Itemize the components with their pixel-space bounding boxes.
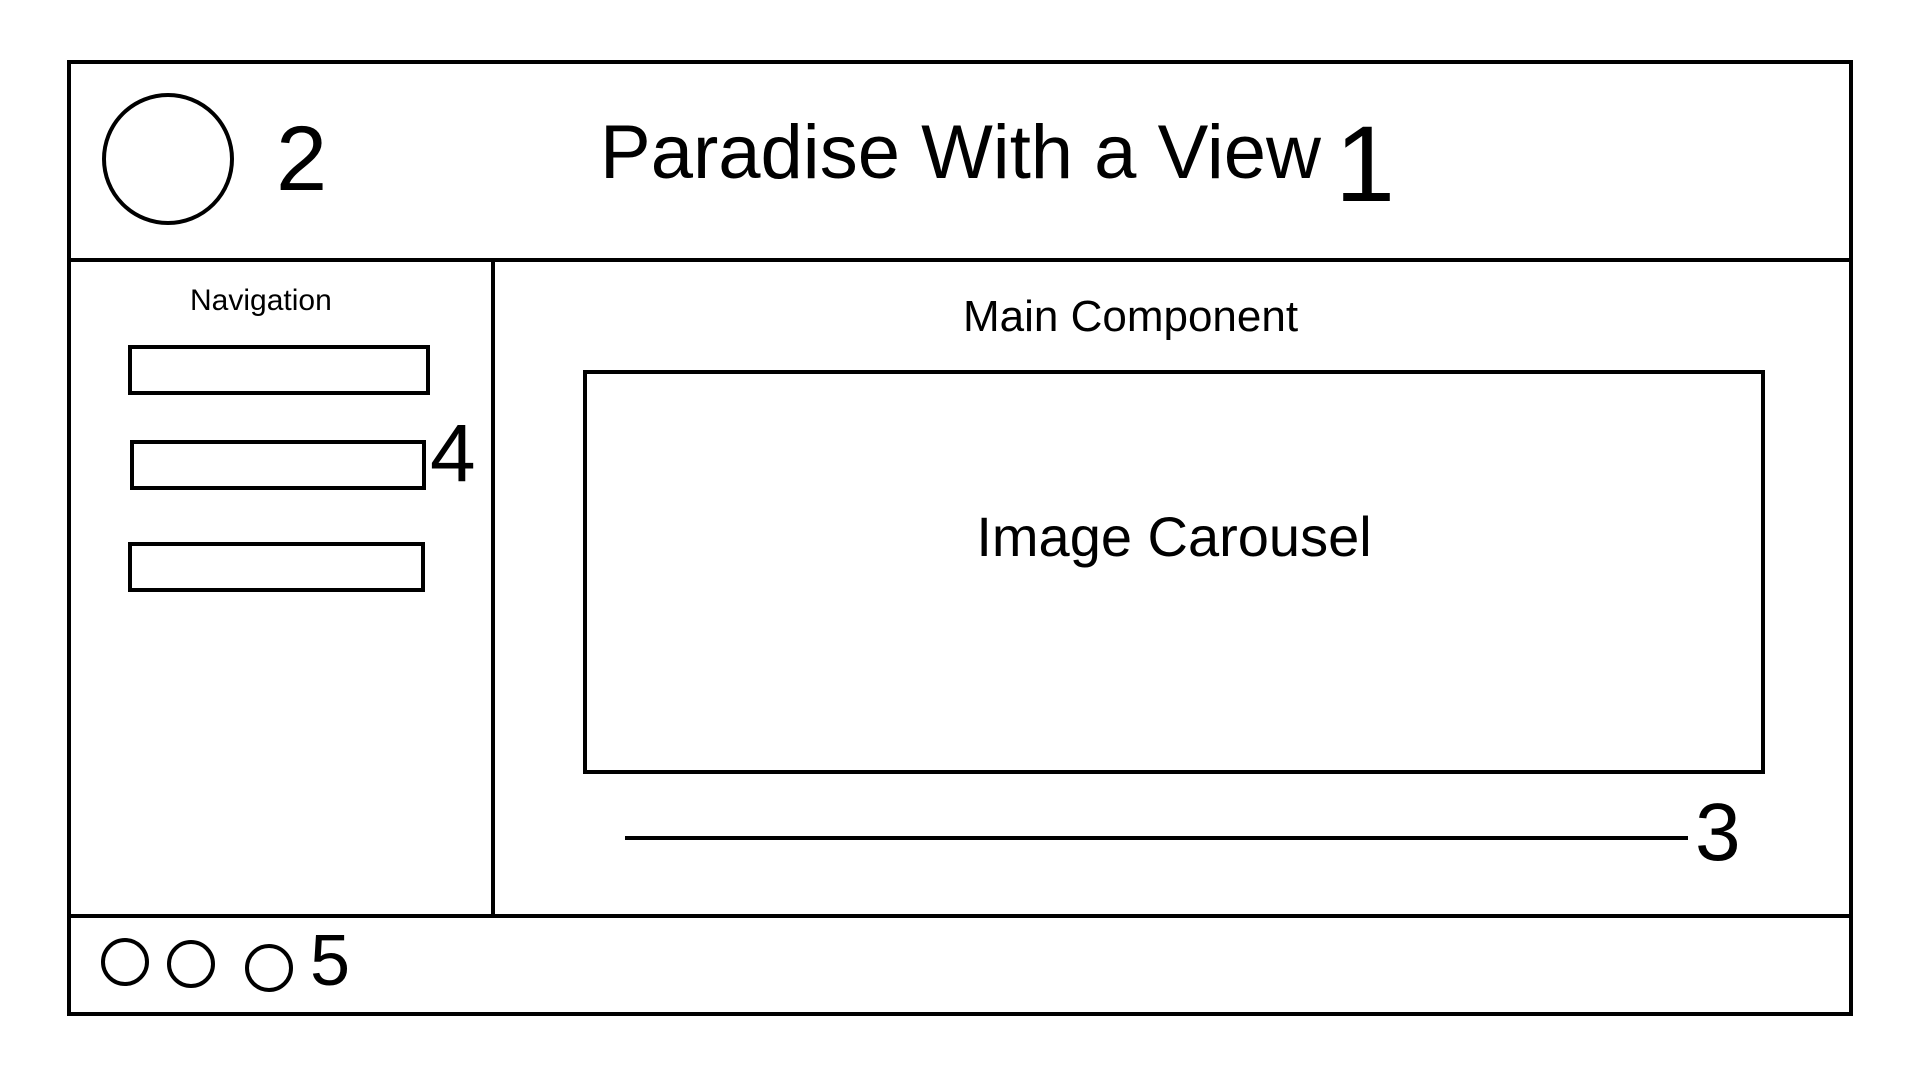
carousel-indicator-line[interactable] (625, 836, 1688, 840)
indicator-marker-label: 3 (1695, 787, 1741, 878)
page-title: Paradise With a View (600, 110, 1321, 195)
logo-marker-label: 2 (276, 108, 328, 210)
image-carousel[interactable]: Image Carousel (583, 370, 1765, 774)
footer-marker-label: 5 (310, 921, 351, 1001)
sidebar-divider (491, 258, 495, 918)
navigation-marker-label: 4 (430, 408, 476, 499)
main-component-heading: Main Component (963, 292, 1299, 341)
header-divider (67, 258, 1853, 262)
nav-item-2[interactable] (130, 440, 426, 490)
navigation-heading: Navigation (190, 284, 332, 317)
footer-divider (67, 914, 1853, 918)
footer-social-icon-3[interactable] (245, 944, 293, 992)
wireframe-frame (67, 60, 1853, 1016)
nav-item-1[interactable] (128, 345, 430, 395)
image-carousel-label: Image Carousel (976, 505, 1372, 568)
footer-social-icon-2[interactable] (167, 940, 215, 988)
logo-placeholder[interactable] (102, 93, 234, 225)
nav-item-3[interactable] (128, 542, 425, 592)
title-marker-label: 1 (1335, 103, 1396, 224)
footer-social-icon-1[interactable] (101, 938, 149, 986)
